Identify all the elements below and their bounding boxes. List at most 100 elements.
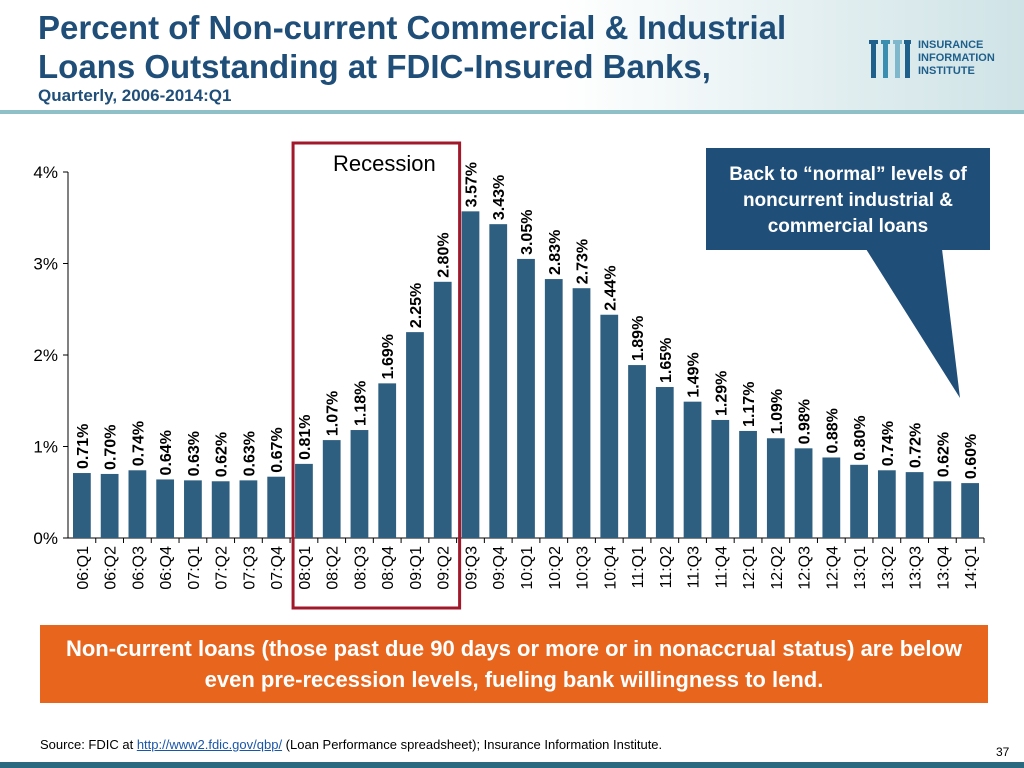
callout-box: Back to “normal” levels of noncurrent in… <box>706 148 990 250</box>
bottom-bar <box>0 762 1024 768</box>
data-label: 0.63% <box>186 431 203 476</box>
data-label: 1.69% <box>380 334 397 379</box>
bar <box>683 401 702 538</box>
data-label: 1.89% <box>630 316 647 361</box>
header-divider <box>0 110 1024 114</box>
bar <box>933 481 952 538</box>
callout-pointer <box>866 249 960 398</box>
bar <box>961 483 980 538</box>
source-line: Source: FDIC at http://www2.fdic.gov/qbp… <box>40 737 662 752</box>
data-label: 3.05% <box>519 210 536 255</box>
x-tick-label: 06:Q4 <box>158 546 175 590</box>
x-tick-label: 11:Q4 <box>713 546 730 589</box>
data-label: 0.60% <box>963 434 980 479</box>
logo-line-1: INSURANCE <box>918 39 984 51</box>
source-prefix: Source: FDIC at <box>40 737 137 752</box>
bar <box>711 419 730 538</box>
data-label: 0.81% <box>297 415 314 460</box>
bar <box>239 480 258 538</box>
bar <box>295 463 313 538</box>
data-label: 1.29% <box>713 371 730 416</box>
x-tick-label: 10:Q3 <box>575 546 592 590</box>
source-suffix: (Loan Performance spreadsheet); Insuranc… <box>282 737 663 752</box>
bar <box>406 332 424 538</box>
bar <box>211 481 230 538</box>
x-tick-label: 10:Q2 <box>547 546 564 590</box>
bar <box>905 472 924 538</box>
logo-bars-icon <box>869 40 911 78</box>
x-tick-label: 07:Q1 <box>186 546 203 590</box>
y-tick-label: 1% <box>33 438 58 457</box>
x-tick-label: 11:Q1 <box>630 546 647 589</box>
bar <box>72 473 91 538</box>
data-label: 2.80% <box>436 232 453 277</box>
bar <box>517 258 535 538</box>
x-tick-label: 13:Q1 <box>852 546 869 590</box>
x-tick-label: 09:Q4 <box>491 546 508 590</box>
bar <box>739 430 757 538</box>
recession-label: Recession <box>333 151 436 176</box>
x-tick-label: 12:Q3 <box>797 546 814 590</box>
y-tick-label: 3% <box>33 255 58 274</box>
recession-box <box>291 141 462 610</box>
data-label: 1.65% <box>658 338 675 383</box>
bar <box>267 476 286 538</box>
bar <box>850 464 868 538</box>
x-tick-label: 08:Q4 <box>380 546 397 590</box>
bar <box>461 211 480 538</box>
x-tick-label: 09:Q2 <box>436 546 453 590</box>
x-tick-label: 10:Q1 <box>519 546 536 590</box>
x-tick-label: 13:Q4 <box>935 546 952 590</box>
header-background <box>0 0 1024 112</box>
data-label: 1.17% <box>741 382 758 427</box>
x-tick-label: 06:Q2 <box>103 546 120 590</box>
y-tick-label: 4% <box>33 163 58 182</box>
data-label: 0.62% <box>214 432 231 477</box>
x-tick-label: 06:Q3 <box>130 546 147 590</box>
logo-line-2: INFORMATION <box>918 52 995 64</box>
bar <box>794 448 813 538</box>
bar <box>544 279 563 538</box>
data-label: 1.18% <box>352 381 369 426</box>
x-tick-label: 08:Q1 <box>297 546 314 590</box>
bar <box>655 387 674 538</box>
data-label: 0.64% <box>158 430 175 475</box>
data-label: 0.71% <box>75 424 92 469</box>
data-label: 1.09% <box>769 389 786 434</box>
page-title: Percent of Non-current Commercial & Indu… <box>38 9 787 85</box>
x-tick-label: 10:Q4 <box>602 546 619 590</box>
data-label: 2.73% <box>575 239 592 284</box>
x-tick-label: 07:Q4 <box>269 546 286 590</box>
data-label: 2.25% <box>408 283 425 328</box>
x-tick-label: 11:Q2 <box>658 546 675 589</box>
data-label: 0.88% <box>824 408 841 453</box>
bar <box>350 430 369 538</box>
x-tick-label: 06:Q1 <box>75 546 92 590</box>
logo-line-3: INSTITUTE <box>918 65 975 77</box>
data-label: 1.07% <box>325 391 342 436</box>
x-tick-label: 08:Q3 <box>352 546 369 590</box>
bar <box>572 288 591 538</box>
x-tick-label: 09:Q3 <box>463 546 480 590</box>
bar <box>156 479 175 538</box>
bar <box>489 224 508 538</box>
data-label: 0.63% <box>241 431 258 476</box>
page-number: 37 <box>996 745 1010 759</box>
x-tick-label: 14:Q1 <box>963 546 980 590</box>
data-label: 0.74% <box>130 421 147 466</box>
x-tick-label: 12:Q4 <box>824 546 841 590</box>
x-tick-label: 11:Q3 <box>686 546 703 589</box>
bar <box>184 480 202 538</box>
logo-text: INSURANCE INFORMATION INSTITUTE <box>918 39 995 78</box>
x-tick-label: 08:Q2 <box>325 546 342 590</box>
data-label: 2.83% <box>547 230 564 275</box>
bar <box>877 470 896 538</box>
x-tick-label: 13:Q2 <box>880 546 897 590</box>
bar <box>100 473 119 538</box>
bar <box>433 281 452 538</box>
bar <box>822 457 841 538</box>
data-label: 0.70% <box>103 425 120 470</box>
data-label: 0.74% <box>880 421 897 466</box>
source-link[interactable]: http://www2.fdic.gov/qbp/ <box>136 737 283 752</box>
bar <box>322 440 341 538</box>
